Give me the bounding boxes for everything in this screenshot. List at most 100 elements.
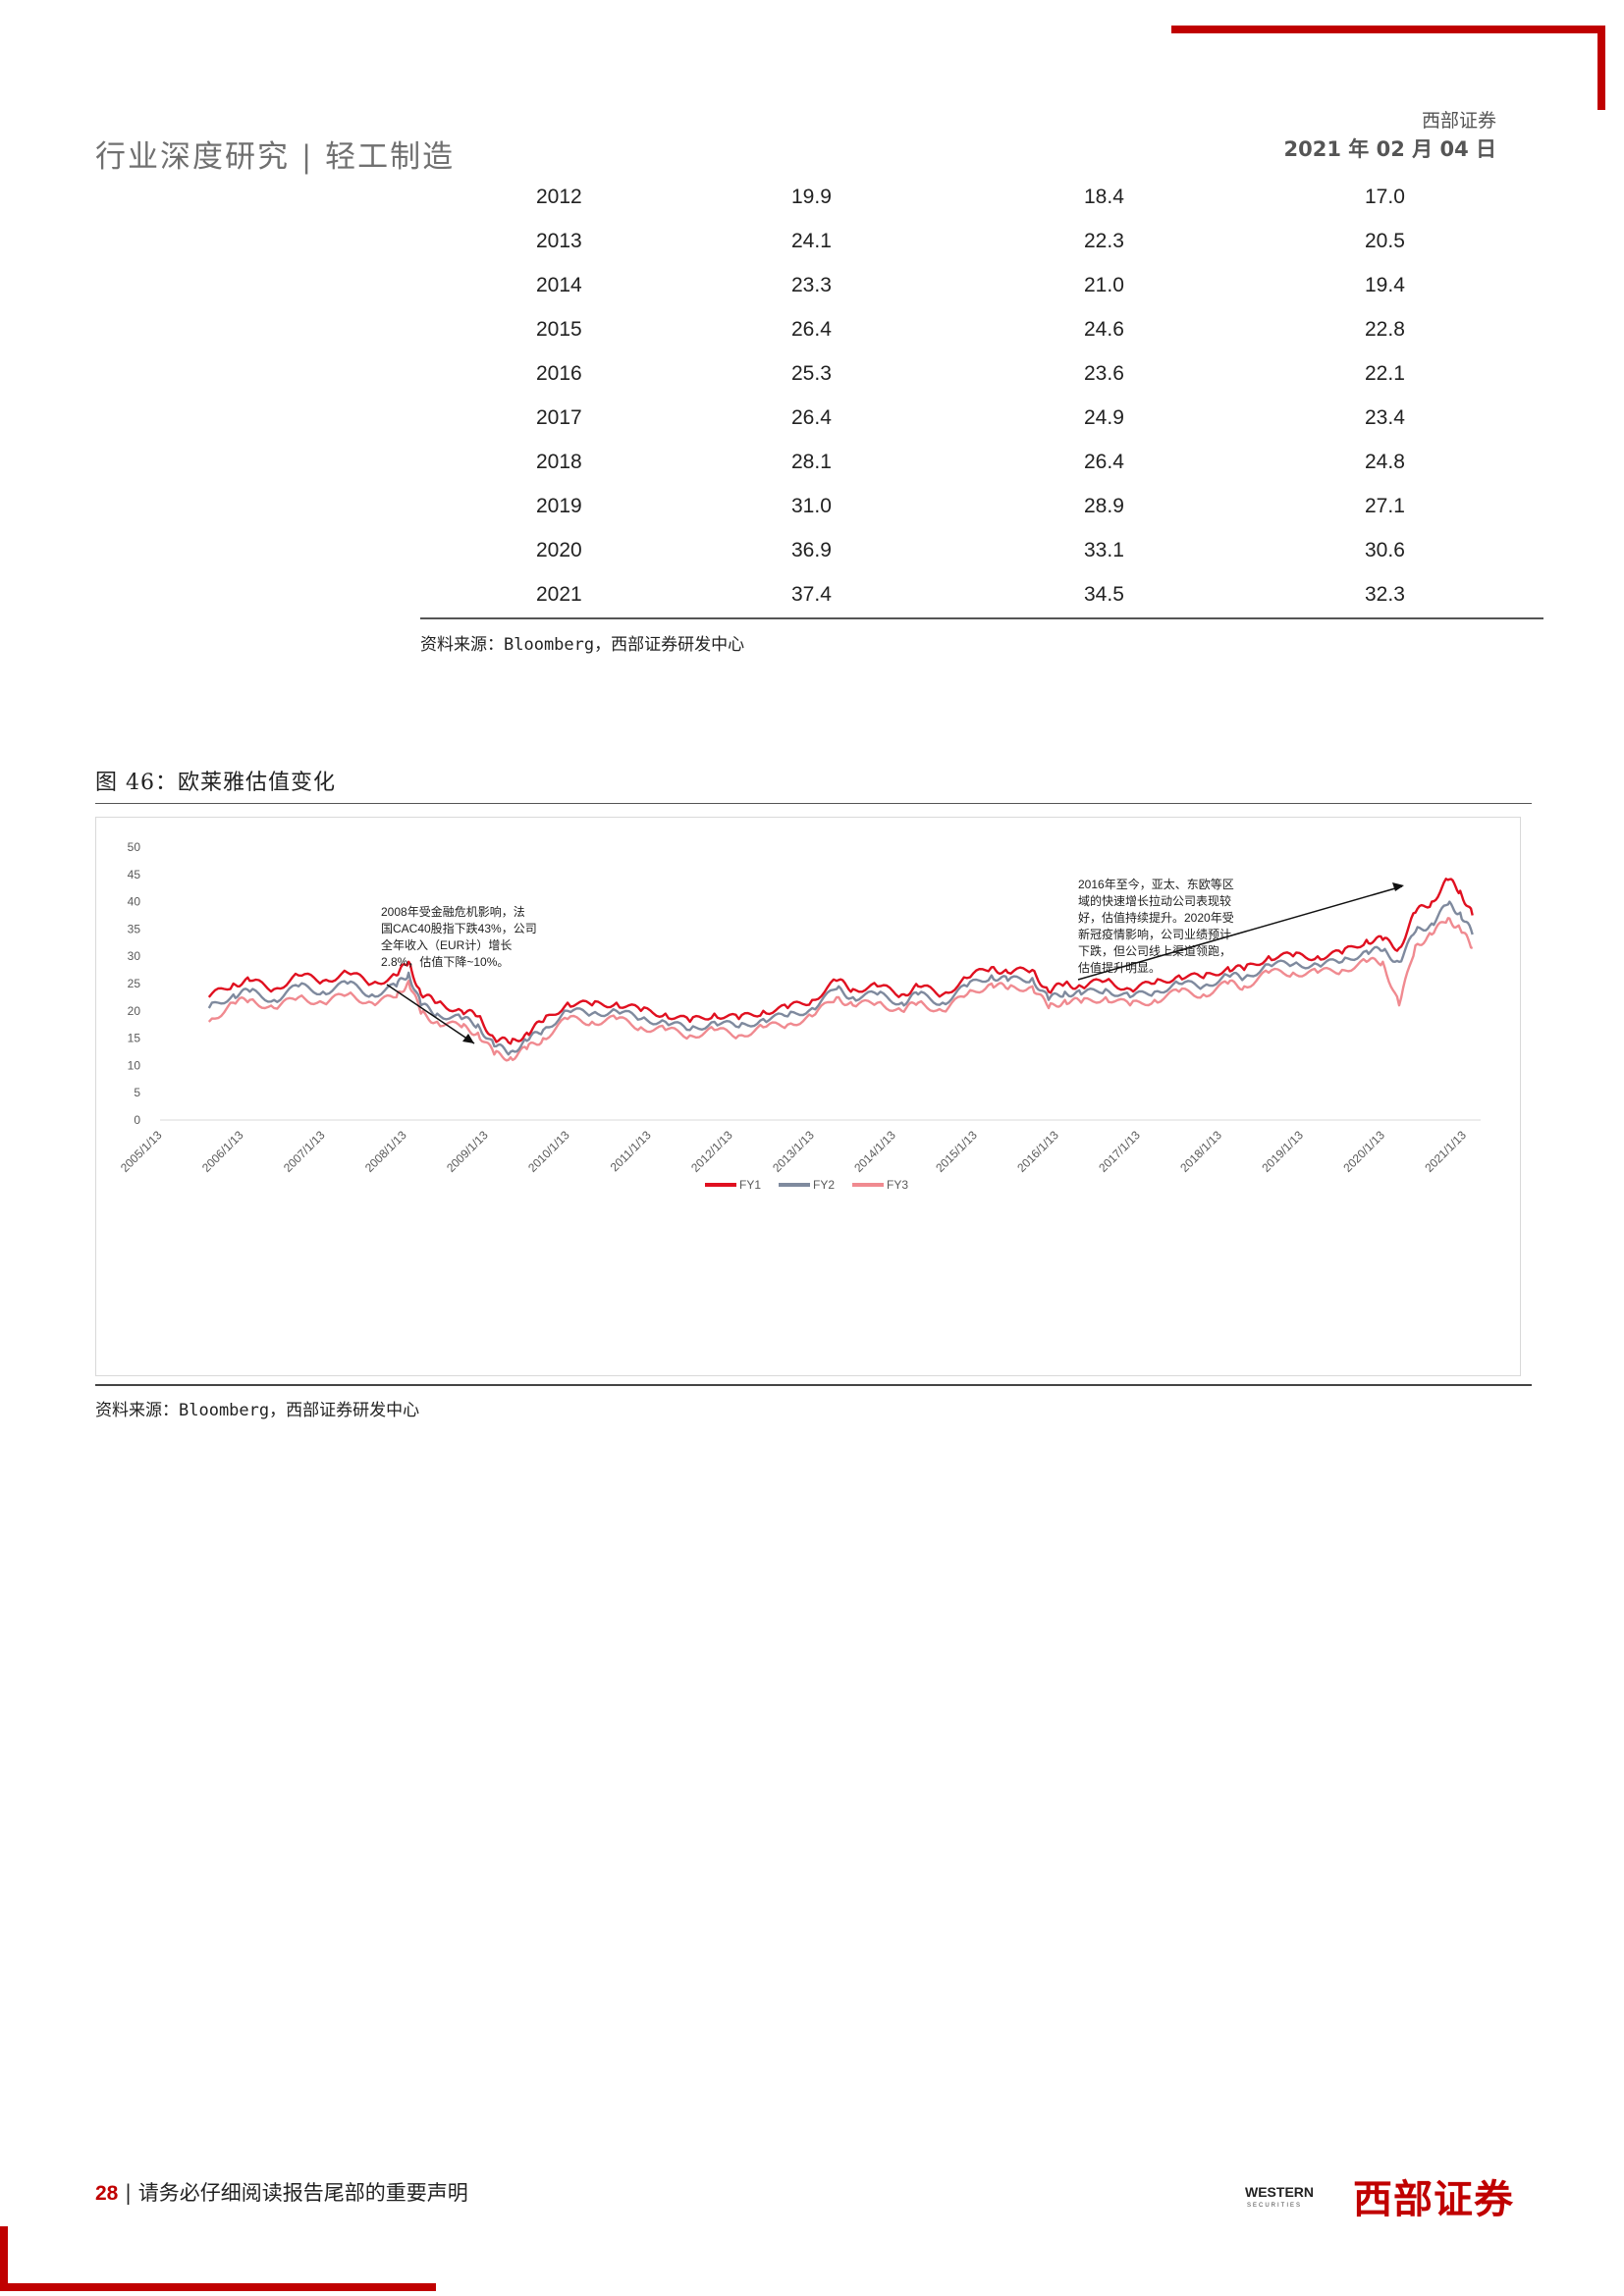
value-cell: 18.4 [1084,185,1124,208]
value-cell: 24.1 [791,229,832,252]
figure-top-rule [95,803,1532,804]
chart-container: 0 5 10 15 20 25 30 35 40 45 50 2005/1/13 2006/1/13 20… [95,817,1521,1376]
table-row: 2012 19.9 18.4 17.0 [420,175,1543,219]
value-cell: 26.4 [791,405,832,429]
year-cell: 2012 [536,185,582,208]
value-cell: 19.4 [1365,273,1405,296]
value-cell: 30.6 [1365,538,1405,561]
annotation-arrowhead [462,1034,474,1043]
y-tick-label: 5 [134,1086,140,1099]
figure-bottom-rule [95,1384,1532,1386]
valuation-table: 2012 19.9 18.4 17.0 2013 24.1 22.3 20.5 2014 23.3… [420,175,1543,616]
value-cell: 23.3 [791,273,832,296]
value-cell: 26.4 [1084,450,1124,473]
x-tick-label: 2016/1/13 [1014,1128,1061,1175]
y-tick-label: 0 [134,1113,140,1127]
value-cell: 22.1 [1365,361,1405,385]
logo-subtitle: SECURITIES [1247,2203,1303,2209]
figure-title: 图 46：欧莱雅估值变化 [95,771,336,795]
y-tick-label: 30 [128,949,141,963]
annotation-text: 下跌，但公司线上渠道领跑， [1078,943,1231,958]
y-tick-label: 25 [128,977,141,990]
top-red-bar [1171,26,1605,33]
x-tick-label: 2014/1/13 [851,1128,898,1175]
x-tick-label: 2015/1/13 [933,1128,980,1175]
x-tick-label: 2012/1/13 [688,1128,735,1175]
year-cell: 2017 [536,405,582,429]
x-tick-label: 2017/1/13 [1096,1128,1143,1175]
x-tick-label: 2009/1/13 [444,1128,491,1175]
value-cell: 20.5 [1365,229,1405,252]
year-cell: 2016 [536,361,582,385]
y-tick-label: 45 [128,868,141,881]
value-cell: 24.8 [1365,450,1405,473]
annotation-text: 好，估值持续提升。2020年受 [1078,910,1234,925]
year-cell: 2015 [536,317,582,341]
x-tick-label: 2005/1/13 [118,1128,165,1175]
annotation-text: 域的快速增长拉动公司表现较 [1078,893,1231,908]
bottom-left-red-bar [0,2226,8,2291]
table-row: 2016 25.3 23.6 22.1 [420,351,1543,396]
value-cell: 37.4 [791,582,832,606]
x-tick-label: 2008/1/13 [362,1128,409,1175]
table-row: 2015 26.4 24.6 22.8 [420,307,1543,351]
value-cell: 26.4 [791,317,832,341]
annotation-arrow [1077,885,1403,981]
table-row: 2019 31.0 28.9 27.1 [420,484,1543,528]
year-cell: 2020 [536,538,582,561]
value-cell: 21.0 [1084,273,1124,296]
value-cell: 34.5 [1084,582,1124,606]
annotation-text: 国CAC40股指下跌43%，公司 [381,921,537,935]
table-row: 2013 24.1 22.3 20.5 [420,219,1543,263]
value-cell: 22.3 [1084,229,1124,252]
value-cell: 22.8 [1365,317,1405,341]
legend-label: FY2 [813,1178,835,1192]
value-cell: 32.3 [1365,582,1405,606]
value-cell: 24.6 [1084,317,1124,341]
table-row: 2018 28.1 26.4 24.8 [420,440,1543,484]
x-tick-label: 2006/1/13 [199,1128,246,1175]
x-tick-label: 2020/1/13 [1340,1128,1387,1175]
annotation-text: 2016年至今，亚太、东欧等区 [1078,877,1234,891]
value-cell: 25.3 [791,361,832,385]
annotation-arrowhead [1392,882,1404,891]
logo-english: WESTERN [1245,2184,1314,2200]
value-cell: 23.6 [1084,361,1124,385]
legend-label: FY1 [739,1178,761,1192]
report-date: 2021 年 02 月 04 日 [1283,137,1496,161]
y-tick-label: 35 [128,922,141,935]
year-cell: 2021 [536,582,582,606]
series-line-fy2 [207,900,1474,1056]
table-bottom-rule [420,617,1543,619]
year-cell: 2018 [536,450,582,473]
table-row: 2020 36.9 33.1 30.6 [420,528,1543,572]
x-tick-label: 2018/1/13 [1177,1128,1224,1175]
annotation-text: 新冠疫情影响，公司业绩预计 [1078,927,1231,941]
x-tick-label: 2013/1/13 [770,1128,817,1175]
y-tick-label: 20 [128,1004,141,1018]
year-cell: 2014 [536,273,582,296]
annotation-text: 全年收入（EUR计）增长 [381,937,512,952]
logo-chinese: 西部证券 [1353,2177,1514,2222]
x-tick-label: 2011/1/13 [608,1128,654,1174]
company-name: 西部证券 [1421,110,1496,132]
bottom-red-bar [0,2283,436,2291]
top-right-red-bar [1597,26,1605,110]
report-category: 行业深度研究 | 轻工制造 [95,139,456,175]
value-cell: 17.0 [1365,185,1405,208]
x-tick-label: 2007/1/13 [281,1128,328,1175]
value-cell: 28.9 [1084,494,1124,517]
series-line-fy3 [207,917,1474,1062]
value-cell: 23.4 [1365,405,1405,429]
value-cell: 31.0 [791,494,832,517]
x-tick-label: 2010/1/13 [525,1128,572,1175]
y-tick-label: 50 [128,840,141,854]
y-tick-label: 40 [128,895,141,909]
page-footer: 28 | 请务必仔细阅读报告尾部的重要声明 [95,2177,468,2207]
annotation-arrow [386,984,475,1044]
table-row: 2017 26.4 24.9 23.4 [420,396,1543,440]
value-cell: 36.9 [791,538,832,561]
table-row: 2021 37.4 34.5 32.3 [420,572,1543,616]
table-source: 资料来源：Bloomberg，西部证券研发中心 [420,635,745,655]
value-cell: 27.1 [1365,494,1405,517]
